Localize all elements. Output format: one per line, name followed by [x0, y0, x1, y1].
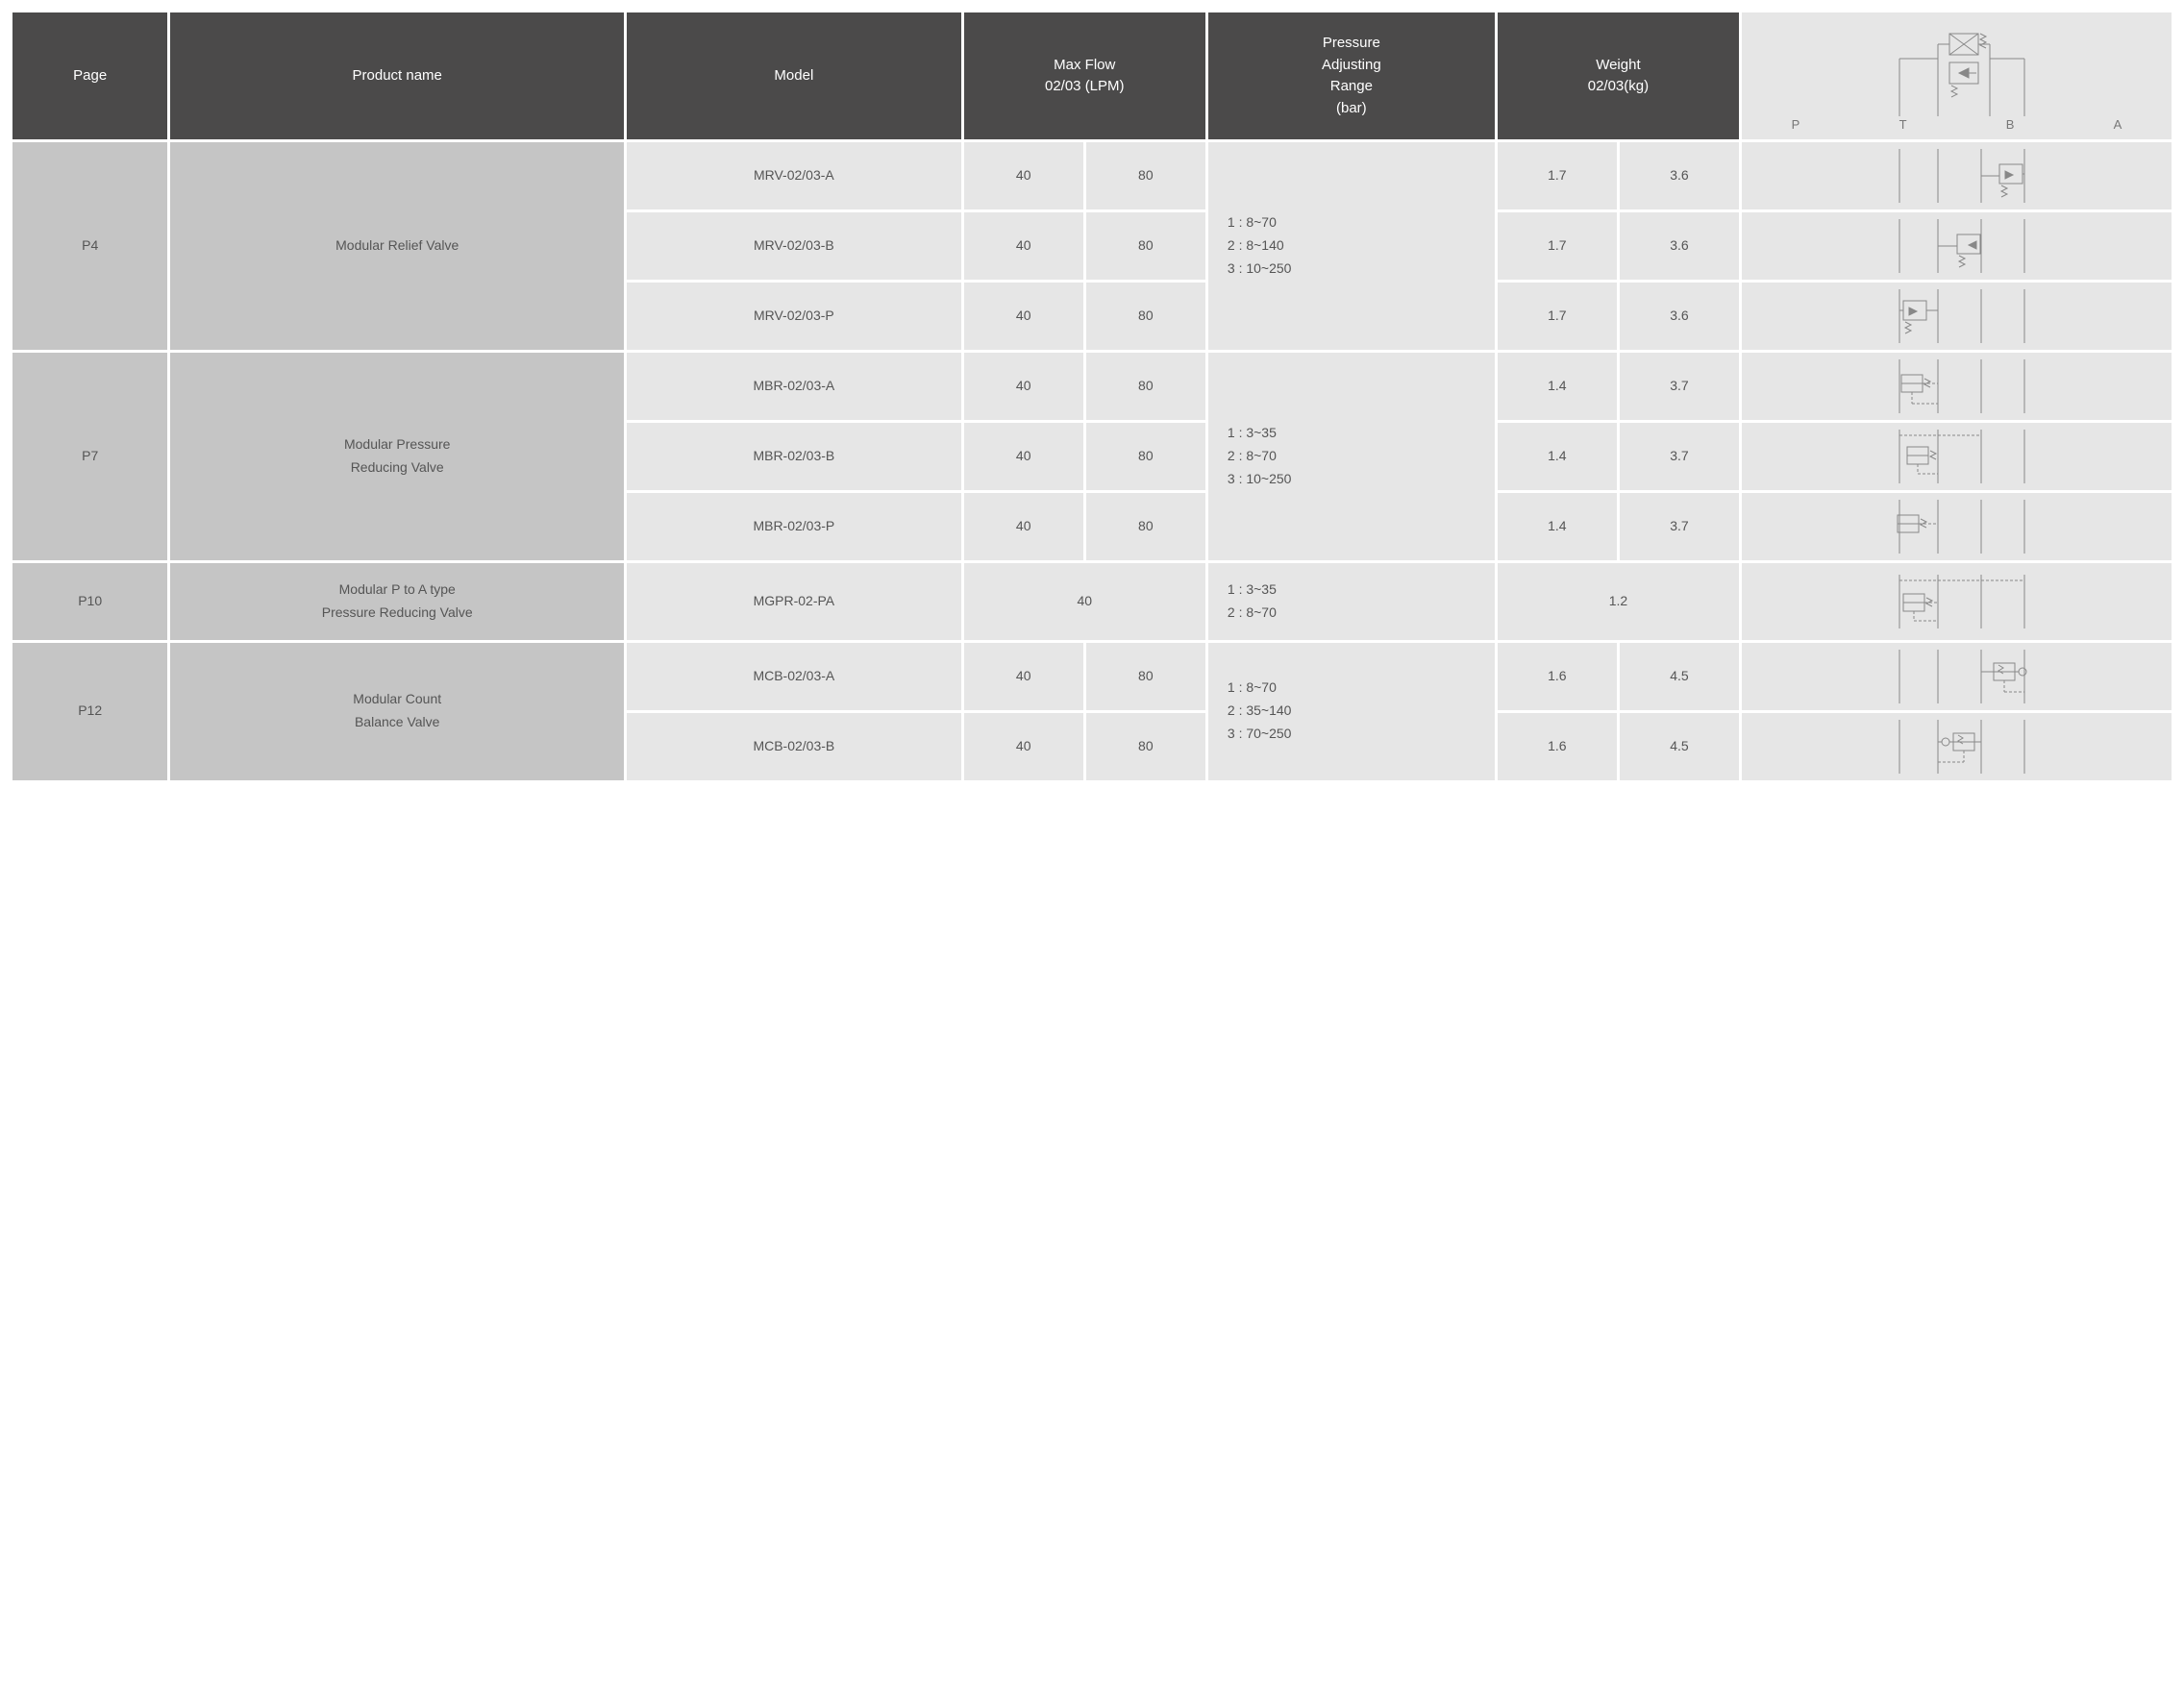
- flow02-cell: 40: [964, 493, 1083, 560]
- header-model: Model: [627, 12, 961, 139]
- table-row: P4 Modular Relief Valve MRV-02/03-A 40 8…: [12, 142, 2172, 209]
- flow02-cell: 40: [964, 283, 1083, 350]
- w03-cell: 3.6: [1620, 142, 1739, 209]
- flow02-cell: 40: [964, 212, 1083, 280]
- reducing-b-icon: [1880, 428, 2034, 485]
- flow02-cell: 40: [964, 713, 1083, 780]
- weight-merged-cell: 1.2: [1498, 563, 1739, 640]
- model-cell: MBR-02/03-B: [627, 423, 961, 490]
- flow03-cell: 80: [1086, 643, 1205, 710]
- flow02-cell: 40: [964, 353, 1083, 420]
- header-diagram: P T B A: [1742, 12, 2172, 139]
- relief-p-icon: [1880, 287, 2034, 345]
- pressure-cell: 1 : 3~352 : 8~703 : 10~250: [1208, 353, 1495, 560]
- product-cell: Modular Relief Valve: [170, 142, 624, 350]
- page-cell: P4: [12, 142, 167, 350]
- flow-merged-cell: 40: [964, 563, 1205, 640]
- diagram-cell: [1742, 142, 2172, 209]
- table-row: P10 Modular P to A typePressure Reducing…: [12, 563, 2172, 640]
- counterbalance-b-icon: [1880, 718, 2034, 776]
- w02-cell: 1.7: [1498, 212, 1617, 280]
- diagram-cell: [1742, 212, 2172, 280]
- w03-cell: 3.6: [1620, 212, 1739, 280]
- relief-a-icon: [1880, 147, 2034, 205]
- diagram-cell: [1742, 493, 2172, 560]
- w03-cell: 3.7: [1620, 493, 1739, 560]
- w03-cell: 4.5: [1620, 713, 1739, 780]
- table-row: P7 Modular PressureReducing Valve MBR-02…: [12, 353, 2172, 420]
- port-t: T: [1899, 115, 1907, 135]
- w02-cell: 1.4: [1498, 353, 1617, 420]
- port-b: B: [2006, 115, 2015, 135]
- header-maxflow: Max Flow02/03 (LPM): [964, 12, 1205, 139]
- counterbalance-a-icon: [1880, 648, 2034, 705]
- flow03-cell: 80: [1086, 713, 1205, 780]
- header-weight: Weight02/03(kg): [1498, 12, 1739, 139]
- flow03-cell: 80: [1086, 423, 1205, 490]
- diagram-cell: [1742, 353, 2172, 420]
- diagram-cell: [1742, 563, 2172, 640]
- model-cell: MGPR-02-PA: [627, 563, 961, 640]
- pressure-cell: 1 : 8~702 : 8~1403 : 10~250: [1208, 142, 1495, 350]
- w03-cell: 3.6: [1620, 283, 1739, 350]
- diagram-cell: [1742, 283, 2172, 350]
- product-cell: Modular P to A typePressure Reducing Val…: [170, 563, 624, 640]
- header-product: Product name: [170, 12, 624, 139]
- model-cell: MBR-02/03-A: [627, 353, 961, 420]
- port-labels: P T B A: [1742, 115, 2172, 135]
- product-cell: Modular PressureReducing Valve: [170, 353, 624, 560]
- header-page: Page: [12, 12, 167, 139]
- flow02-cell: 40: [964, 643, 1083, 710]
- reducing-p-icon: [1880, 498, 2034, 555]
- page-cell: P12: [12, 643, 167, 780]
- model-cell: MBR-02/03-P: [627, 493, 961, 560]
- w03-cell: 3.7: [1620, 423, 1739, 490]
- model-cell: MCB-02/03-A: [627, 643, 961, 710]
- diagram-cell: [1742, 643, 2172, 710]
- table-row: P12 Modular CountBalance Valve MCB-02/03…: [12, 643, 2172, 710]
- flow03-cell: 80: [1086, 283, 1205, 350]
- flow02-cell: 40: [964, 142, 1083, 209]
- flow03-cell: 80: [1086, 212, 1205, 280]
- header-pressure: PressureAdjustingRange(bar): [1208, 12, 1495, 139]
- p-to-a-icon: [1880, 573, 2034, 630]
- flow03-cell: 80: [1086, 493, 1205, 560]
- relief-b-icon: [1880, 217, 2034, 275]
- header-row: Page Product name Model Max Flow02/03 (L…: [12, 12, 2172, 139]
- flow03-cell: 80: [1086, 142, 1205, 209]
- model-cell: MCB-02/03-B: [627, 713, 961, 780]
- w02-cell: 1.7: [1498, 283, 1617, 350]
- w02-cell: 1.4: [1498, 493, 1617, 560]
- flow02-cell: 40: [964, 423, 1083, 490]
- w02-cell: 1.7: [1498, 142, 1617, 209]
- diagram-cell: [1742, 423, 2172, 490]
- page-cell: P10: [12, 563, 167, 640]
- w02-cell: 1.6: [1498, 643, 1617, 710]
- valve-spec-table: Page Product name Model Max Flow02/03 (L…: [10, 10, 2174, 783]
- model-cell: MRV-02/03-P: [627, 283, 961, 350]
- flow03-cell: 80: [1086, 353, 1205, 420]
- model-cell: MRV-02/03-B: [627, 212, 961, 280]
- w02-cell: 1.6: [1498, 713, 1617, 780]
- pressure-cell: 1 : 3~352 : 8~70: [1208, 563, 1495, 640]
- w03-cell: 4.5: [1620, 643, 1739, 710]
- port-p: P: [1792, 115, 1800, 135]
- w02-cell: 1.4: [1498, 423, 1617, 490]
- model-cell: MRV-02/03-A: [627, 142, 961, 209]
- page-cell: P7: [12, 353, 167, 560]
- port-a: A: [2114, 115, 2122, 135]
- diagram-cell: [1742, 713, 2172, 780]
- header-schematic-icon: [1880, 30, 2034, 122]
- product-cell: Modular CountBalance Valve: [170, 643, 624, 780]
- w03-cell: 3.7: [1620, 353, 1739, 420]
- reducing-a-icon: [1880, 357, 2034, 415]
- pressure-cell: 1 : 8~702 : 35~1403 : 70~250: [1208, 643, 1495, 780]
